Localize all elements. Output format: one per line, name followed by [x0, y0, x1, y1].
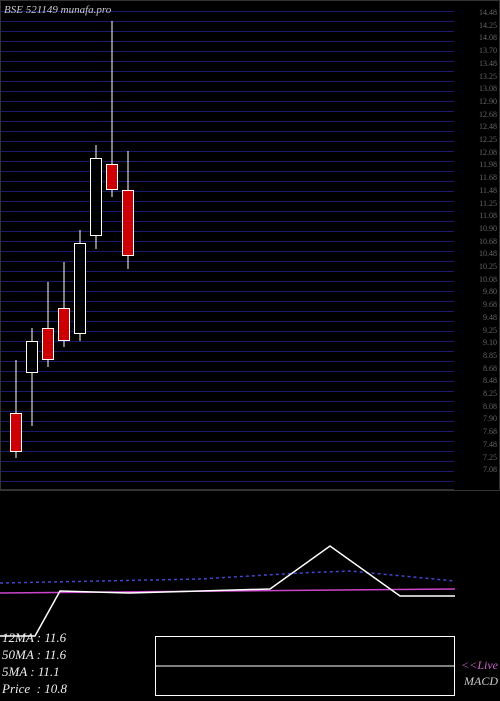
- info-box: 12MA : 11.6 50MA : 11.6 5MA : 11.1 Price…: [2, 630, 67, 698]
- candlestick-chart: BSE 521149 munafa.pro 14.4814.2514.0813.…: [0, 0, 500, 490]
- macd-label: MACD: [464, 674, 498, 689]
- ma5-label: 5MA : 11.1: [2, 664, 67, 681]
- price-axis: 14.4814.2514.0813.7013.4813.2513.0812.90…: [454, 1, 499, 491]
- zero-box: [155, 636, 455, 696]
- price-label: Price : 10.8: [2, 681, 67, 698]
- ma50-label: 50MA : 11.6: [2, 647, 67, 664]
- chart-title: BSE 521149 munafa.pro: [4, 4, 111, 16]
- live-label: <<Live: [461, 658, 498, 673]
- macd-panel: 12MA : 11.6 50MA : 11.6 5MA : 11.1 Price…: [0, 490, 500, 700]
- ma12-label: 12MA : 11.6: [2, 630, 67, 647]
